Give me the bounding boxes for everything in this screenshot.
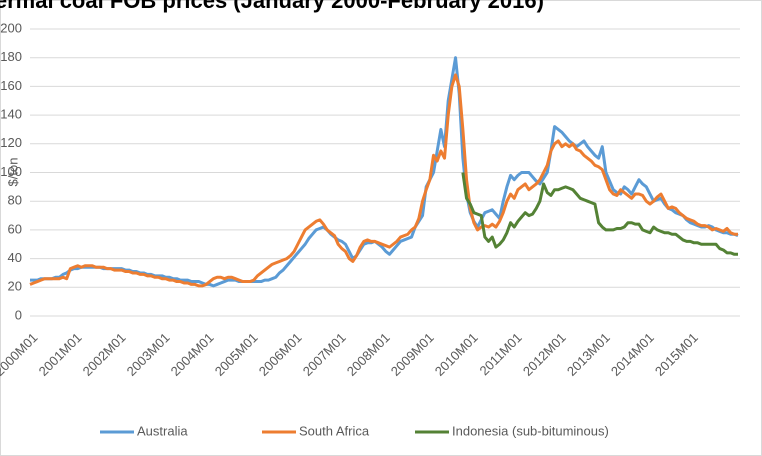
y-tick-label: 0 [15,307,22,322]
legend-label: South Africa [299,423,370,438]
series-line [461,172,738,256]
y-tick-label: 200 [0,20,22,35]
y-tick-label: 80 [8,193,22,208]
y-tick-label: 100 [0,164,22,179]
series-line [29,73,738,288]
y-tick-label: 60 [8,221,22,236]
y-tick-label: 180 [0,49,22,64]
y-tick-label: 40 [8,250,22,265]
chart-title: Thermal coal FOB prices (January 2000-Fe… [0,0,544,13]
legend-label: Australia [137,423,188,438]
y-tick-label: 20 [8,279,22,294]
legend-label: Indonesia (sub-bituminous) [452,423,609,438]
y-tick-label: 140 [0,107,22,122]
y-tick-label: 160 [0,78,22,93]
y-axis-label: $/ton [5,158,20,187]
y-tick-label: 120 [0,135,22,150]
